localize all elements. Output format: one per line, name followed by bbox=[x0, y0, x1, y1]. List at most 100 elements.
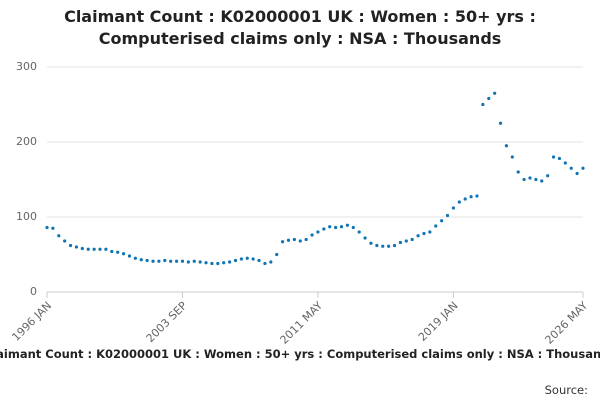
point bbox=[139, 258, 143, 262]
point bbox=[310, 233, 314, 237]
point bbox=[563, 161, 567, 165]
point bbox=[157, 259, 161, 263]
point bbox=[186, 260, 190, 264]
point bbox=[298, 239, 302, 243]
point bbox=[257, 258, 261, 263]
point bbox=[169, 259, 173, 263]
point bbox=[304, 237, 308, 242]
point bbox=[363, 236, 367, 240]
point bbox=[216, 261, 220, 266]
point bbox=[445, 213, 450, 218]
point bbox=[334, 225, 338, 230]
point bbox=[369, 241, 373, 245]
point bbox=[198, 260, 202, 264]
point bbox=[522, 177, 526, 182]
x-tick-label: 2019 JAN bbox=[416, 299, 461, 344]
point bbox=[98, 247, 102, 251]
y-tick-label: 0 bbox=[30, 285, 37, 298]
point bbox=[540, 179, 544, 183]
source-label: Source: bbox=[544, 383, 588, 397]
point bbox=[57, 234, 61, 238]
x-tick-label: 2011 MAY bbox=[278, 299, 326, 347]
point bbox=[451, 206, 456, 210]
point bbox=[292, 237, 296, 242]
point bbox=[428, 230, 432, 234]
point bbox=[528, 176, 532, 180]
point bbox=[469, 195, 473, 199]
point bbox=[534, 177, 538, 182]
point bbox=[104, 247, 108, 251]
point bbox=[422, 231, 426, 236]
point bbox=[116, 250, 120, 254]
point bbox=[110, 249, 114, 254]
point bbox=[133, 256, 137, 260]
point bbox=[546, 174, 550, 178]
point bbox=[434, 224, 438, 228]
point bbox=[569, 166, 573, 170]
point bbox=[345, 223, 349, 227]
point bbox=[239, 257, 243, 261]
chart-title: Claimant Count : K02000001 UK : Women : … bbox=[64, 7, 536, 48]
y-tick-label: 100 bbox=[16, 210, 37, 223]
point bbox=[68, 243, 73, 248]
point bbox=[269, 260, 273, 264]
point bbox=[227, 260, 232, 264]
point bbox=[204, 261, 208, 265]
point bbox=[180, 259, 185, 263]
point bbox=[263, 261, 267, 266]
point bbox=[498, 121, 503, 125]
point bbox=[351, 225, 355, 230]
point bbox=[440, 219, 444, 223]
point bbox=[481, 102, 485, 107]
x-tick-label: 2026 MAY bbox=[543, 299, 591, 347]
point bbox=[510, 155, 514, 159]
point bbox=[416, 234, 420, 238]
point bbox=[316, 230, 320, 234]
point bbox=[80, 246, 84, 251]
point bbox=[74, 245, 79, 249]
point bbox=[410, 237, 414, 242]
point bbox=[375, 243, 379, 248]
y-tick-label: 300 bbox=[16, 60, 37, 73]
point bbox=[357, 230, 361, 234]
point bbox=[392, 243, 397, 248]
point bbox=[63, 239, 67, 243]
point bbox=[92, 247, 96, 251]
point bbox=[163, 258, 167, 263]
point bbox=[551, 155, 556, 159]
point bbox=[463, 197, 467, 201]
point bbox=[174, 259, 179, 263]
point bbox=[504, 144, 509, 148]
point bbox=[487, 96, 491, 101]
point bbox=[339, 225, 344, 229]
point bbox=[233, 258, 238, 263]
point bbox=[251, 257, 255, 261]
point bbox=[575, 171, 579, 176]
point bbox=[475, 194, 479, 198]
point bbox=[457, 200, 461, 204]
point bbox=[286, 238, 291, 242]
point bbox=[398, 240, 403, 245]
point bbox=[222, 261, 226, 265]
point bbox=[387, 244, 391, 248]
point bbox=[404, 239, 408, 243]
footer-title: Claimant Count : K02000001 UK : Women : … bbox=[0, 347, 600, 361]
point bbox=[281, 240, 285, 244]
point bbox=[381, 244, 385, 248]
point bbox=[557, 156, 562, 161]
point bbox=[127, 254, 132, 258]
point bbox=[493, 91, 497, 95]
point bbox=[192, 259, 196, 263]
x-tick-label: 2003 SEP bbox=[144, 299, 190, 345]
point bbox=[516, 170, 520, 174]
point bbox=[210, 261, 214, 266]
point bbox=[151, 259, 155, 263]
point bbox=[86, 247, 90, 251]
point bbox=[121, 252, 126, 256]
y-tick-label: 200 bbox=[16, 135, 37, 148]
point bbox=[322, 227, 326, 231]
point bbox=[275, 252, 279, 257]
point bbox=[245, 256, 249, 260]
